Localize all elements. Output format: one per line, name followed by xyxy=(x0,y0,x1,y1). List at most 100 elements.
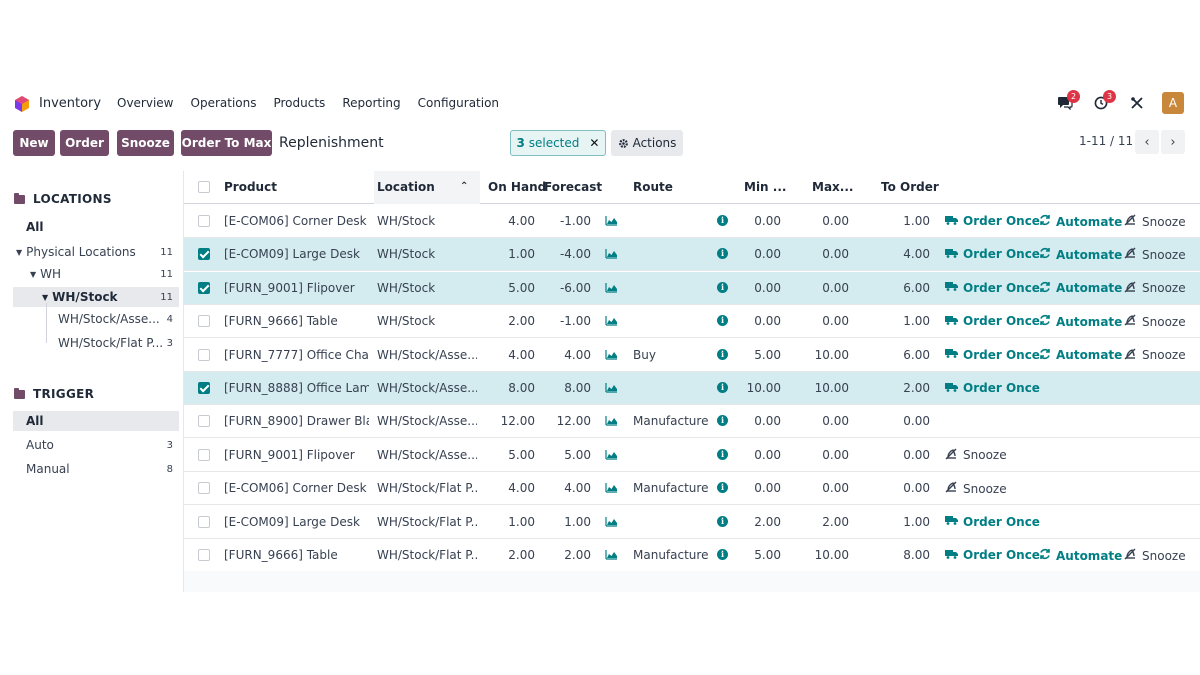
cell-min[interactable]: 5.00 xyxy=(754,347,781,362)
clear-selection-icon[interactable]: ✕ xyxy=(589,136,600,150)
row-checkbox[interactable] xyxy=(198,448,210,461)
order-once-button[interactable]: Order Once xyxy=(945,314,1040,328)
snooze-button[interactable]: Snooze xyxy=(117,130,174,156)
order-once-button[interactable]: Order Once xyxy=(945,515,1040,529)
automate-button[interactable]: Automate xyxy=(1039,348,1122,363)
info-icon[interactable]: i xyxy=(717,281,728,293)
snooze-row-button[interactable]: Snooze xyxy=(1124,548,1186,563)
cell-max[interactable]: 10.00 xyxy=(814,381,849,395)
cell-product[interactable]: [FURN_9001] Flipover xyxy=(224,447,355,462)
table-row[interactable]: [FURN_7777] Office Chair WH/Stock/Asse...… xyxy=(184,339,1200,372)
info-icon[interactable]: i xyxy=(717,348,728,360)
forecast-chart-icon[interactable] xyxy=(605,215,618,226)
snooze-row-button[interactable]: Snooze xyxy=(1124,247,1186,262)
forecast-chart-icon[interactable] xyxy=(605,349,618,360)
row-checkbox[interactable] xyxy=(198,315,210,328)
location-wh[interactable]: ▼ WH 11 xyxy=(13,264,179,284)
messages-icon[interactable]: 2 xyxy=(1054,90,1080,114)
row-checkbox[interactable] xyxy=(198,248,210,261)
automate-button[interactable]: Automate xyxy=(1039,214,1122,229)
pager-value[interactable]: 1-11 / 11 xyxy=(1079,134,1134,148)
table-row[interactable]: [E-COM09] Large Desk WH/Stock/Flat P... 1.… xyxy=(184,506,1200,539)
inventory-app-icon[interactable] xyxy=(14,96,30,112)
table-row[interactable]: [FURN_9001] Flipover WH/Stock 5.00 -6.00 i 0.… xyxy=(184,271,1200,305)
info-icon[interactable]: i xyxy=(717,215,728,226)
order-to-max-button[interactable]: Order To Max xyxy=(181,130,272,156)
forecast-chart-icon[interactable] xyxy=(605,382,618,393)
order-once-button[interactable]: Order Once xyxy=(945,381,1040,395)
cell-min[interactable]: 0.00 xyxy=(754,447,781,462)
location-physical-locations[interactable]: ▼ Physical Locations 11 xyxy=(13,242,179,262)
forecast-chart-icon[interactable] xyxy=(605,282,618,293)
location-all[interactable]: All xyxy=(13,217,179,237)
cell-to-order[interactable]: 6.00 xyxy=(903,280,930,295)
cell-max[interactable]: 0.00 xyxy=(822,280,849,295)
forecast-chart-icon[interactable] xyxy=(605,482,618,493)
cell-to-order[interactable]: 1.00 xyxy=(903,314,930,329)
cell-to-order[interactable]: 4.00 xyxy=(903,247,930,262)
cell-route[interactable]: Manufacture xyxy=(633,481,709,496)
forecast-chart-icon[interactable] xyxy=(605,248,618,259)
column-min[interactable]: Min ... xyxy=(744,180,787,194)
snooze-row-button[interactable]: Snooze xyxy=(945,481,1007,496)
user-avatar[interactable]: A xyxy=(1162,92,1184,114)
table-row[interactable]: [FURN_8888] Office Lamp WH/Stock/Asse... 8… xyxy=(184,372,1200,405)
table-row[interactable]: [FURN_8900] Drawer Black WH/Stock/Asse...… xyxy=(184,405,1200,439)
info-icon[interactable]: i xyxy=(717,515,728,527)
automate-button[interactable]: Automate xyxy=(1039,247,1122,262)
forecast-chart-icon[interactable] xyxy=(605,415,618,426)
automate-button[interactable]: Automate xyxy=(1039,281,1122,296)
cell-product[interactable]: [E-COM09] Large Desk xyxy=(224,514,360,529)
info-icon[interactable]: i xyxy=(717,315,728,327)
order-once-button[interactable]: Order Once xyxy=(945,548,1040,562)
cell-max[interactable]: 0.00 xyxy=(822,414,849,429)
cell-min[interactable]: 10.00 xyxy=(746,381,781,395)
row-checkbox[interactable] xyxy=(198,382,210,394)
row-checkbox[interactable] xyxy=(198,515,210,528)
info-icon[interactable]: i xyxy=(717,549,728,560)
cell-min[interactable]: 0.00 xyxy=(754,247,781,262)
caret-down-icon[interactable]: ▼ xyxy=(30,269,37,279)
column-product[interactable]: Product xyxy=(224,180,277,194)
cell-to-order[interactable]: 0.00 xyxy=(903,447,930,462)
cell-min[interactable]: 0.00 xyxy=(754,280,781,295)
tools-icon[interactable] xyxy=(1126,92,1148,114)
cell-max[interactable]: 10.00 xyxy=(814,548,849,562)
cell-max[interactable]: 10.00 xyxy=(814,347,849,362)
cell-route[interactable]: Buy xyxy=(633,347,656,362)
location-wh-stock-flat[interactable]: WH/Stock/Flat P... 3 xyxy=(13,333,179,353)
cell-product[interactable]: [FURN_8900] Drawer Black xyxy=(224,414,369,429)
info-icon[interactable]: i xyxy=(717,248,728,260)
column-to-order[interactable]: To Order xyxy=(881,180,939,194)
forecast-chart-icon[interactable] xyxy=(605,449,618,460)
table-row[interactable]: [FURN_9666] Table WH/Stock 2.00 -1.00 i 0.00 0… xyxy=(184,305,1200,339)
info-icon[interactable]: i xyxy=(717,415,728,427)
cell-max[interactable]: 0.00 xyxy=(822,481,849,496)
select-all-checkbox[interactable] xyxy=(198,181,210,193)
row-checkbox[interactable] xyxy=(198,215,210,227)
snooze-row-button[interactable]: Snooze xyxy=(1124,314,1186,329)
location-wh-stock[interactable]: ▼ WH/Stock 11 xyxy=(13,287,179,307)
cell-to-order[interactable]: 1.00 xyxy=(903,514,930,529)
table-row[interactable]: [FURN_9001] Flipover WH/Stock/Asse... 5.00… xyxy=(184,439,1200,472)
column-forecast[interactable]: Forecast xyxy=(544,180,603,194)
cell-product[interactable]: [E-COM06] Corner Desk ... xyxy=(224,481,369,496)
activity-clock-icon[interactable]: 3 xyxy=(1090,90,1116,114)
menu-configuration[interactable]: Configuration xyxy=(417,96,500,110)
cell-min[interactable]: 0.00 xyxy=(754,414,781,429)
cell-product[interactable]: [E-COM09] Large Desk xyxy=(224,247,360,262)
cell-min[interactable]: 0.00 xyxy=(754,214,781,228)
table-row[interactable]: [E-COM06] Corner Desk ... WH/Stock/Flat P… xyxy=(184,472,1200,506)
table-row[interactable]: [E-COM09] Large Desk WH/Stock 1.00 -4.00 i 0.… xyxy=(184,238,1200,272)
caret-down-icon[interactable]: ▼ xyxy=(16,247,23,257)
order-once-button[interactable]: Order Once xyxy=(945,214,1040,228)
cell-route[interactable]: Manufacture xyxy=(633,548,709,562)
row-checkbox[interactable] xyxy=(198,348,210,361)
sort-ascending-icon[interactable]: ⌃ xyxy=(460,181,469,192)
forecast-chart-icon[interactable] xyxy=(605,516,618,527)
table-row[interactable]: [FURN_9666] Table WH/Stock/Flat P... 2.00 2… xyxy=(184,539,1200,572)
pager-previous-button[interactable]: ‹ xyxy=(1135,130,1159,154)
cell-to-order[interactable]: 8.00 xyxy=(903,548,930,562)
menu-products[interactable]: Products xyxy=(273,96,326,110)
cell-product[interactable]: [FURN_7777] Office Chair xyxy=(224,347,369,362)
